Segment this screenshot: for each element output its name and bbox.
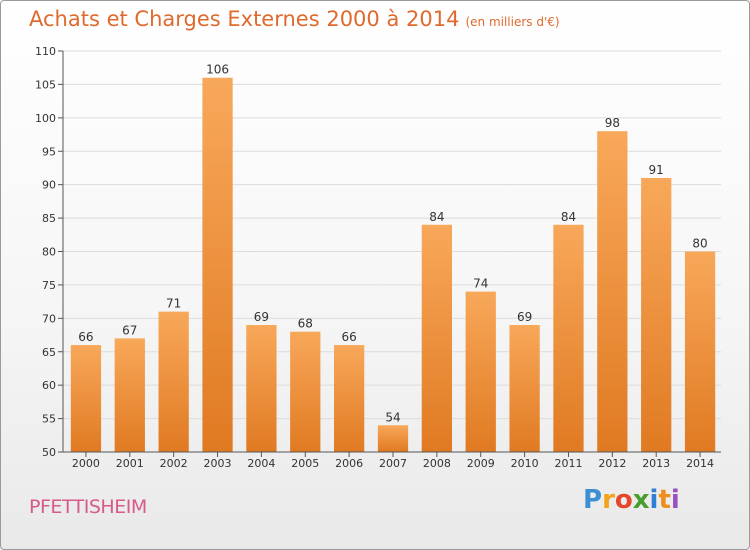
data-label-2005: 68: [298, 317, 313, 331]
x-tick-label: 2010: [511, 457, 539, 470]
data-label-2003: 106: [206, 63, 229, 77]
x-tick-label: 2001: [116, 457, 144, 470]
y-tick-label: 100: [35, 112, 56, 125]
x-tick-label: 2009: [467, 457, 495, 470]
bars: 66 67 71 106 69 68 66 54 84 74 69 84 98 91 80: [70, 63, 716, 452]
proxiti-logo[interactable]: Proxiti: [583, 485, 680, 515]
data-label-2006: 66: [341, 330, 356, 344]
y-tick-label: 55: [42, 413, 56, 426]
y-tick-label: 65: [42, 346, 56, 359]
bar-2006: [333, 345, 365, 452]
bar-2008: [421, 224, 453, 452]
x-tick-label: 2011: [554, 457, 582, 470]
x-tick-label: 2004: [247, 457, 275, 470]
x-tick-label: 2012: [598, 457, 626, 470]
data-label-2007: 54: [385, 410, 400, 424]
bar-2010: [509, 325, 540, 452]
data-label-2012: 98: [605, 116, 620, 130]
bar-2002: [158, 311, 189, 452]
chart-title: Achats et Charges Externes 2000 à 2014 (e…: [29, 7, 560, 31]
data-label-2010: 69: [517, 310, 532, 324]
bar-2012: [597, 131, 628, 452]
bar-2005: [290, 331, 321, 452]
y-tick-label: 50: [42, 446, 56, 459]
chart-title-text: Achats et Charges Externes 2000 à 2014: [29, 7, 460, 31]
bar-2011: [553, 224, 584, 452]
bar-2007: [377, 425, 409, 452]
y-tick-label: 80: [42, 246, 56, 259]
x-tick-label: 2000: [72, 457, 100, 470]
logo-letter: x: [632, 485, 650, 515]
x-tick-label: 2014: [686, 457, 714, 470]
y-tick-label: 105: [35, 78, 56, 91]
logo-letter: i: [670, 485, 680, 515]
x-tick-label: 2007: [379, 457, 407, 470]
y-tick-label: 85: [42, 212, 56, 225]
y-tick-label: 95: [42, 145, 56, 158]
data-label-2011: 84: [561, 210, 576, 224]
bar-2004: [246, 325, 277, 452]
commune-name: PFETTISHEIM: [29, 496, 147, 518]
y-tick-label: 90: [42, 179, 56, 192]
data-label-2008: 84: [429, 210, 444, 224]
bar-2009: [465, 291, 496, 452]
logo-letter: r: [602, 485, 615, 515]
bar-2013: [641, 177, 672, 452]
x-tick-label: 2005: [291, 457, 319, 470]
data-label-2009: 74: [473, 277, 488, 291]
y-tick-label: 70: [42, 312, 56, 325]
logo-letter: t: [658, 485, 671, 515]
bar-2014: [684, 251, 716, 452]
y-tick-label: 60: [42, 379, 56, 392]
y-tick-label: 75: [42, 279, 56, 292]
data-label-2001: 67: [122, 323, 137, 337]
data-label-2002: 71: [166, 297, 181, 311]
data-label-2000: 66: [78, 330, 93, 344]
logo-letter: i: [649, 485, 659, 515]
chart-unit: (en milliers d'€): [465, 15, 560, 29]
bar-2000: [70, 345, 102, 452]
x-tick-label: 2003: [204, 457, 232, 470]
data-label-2014: 80: [692, 237, 707, 251]
x-tick-label: 2002: [160, 457, 188, 470]
data-label-2013: 91: [649, 163, 664, 177]
x-tick-label: 2013: [642, 457, 670, 470]
y-axis: 50 55 60 65 70 75 80 85 90 95 100 105 110: [35, 45, 64, 459]
logo-letter: P: [583, 485, 603, 515]
y-tick-label: 110: [35, 45, 56, 58]
bar-2003: [202, 77, 233, 452]
bar-2001: [114, 338, 145, 452]
x-tick-label: 2008: [423, 457, 451, 470]
data-label-2004: 69: [254, 310, 269, 324]
x-tick-label: 2006: [335, 457, 363, 470]
logo-letter: o: [614, 485, 633, 515]
x-axis: 2000 2001 2002 2003 2004 2005 2006 2007 2008 2009…: [63, 451, 721, 470]
